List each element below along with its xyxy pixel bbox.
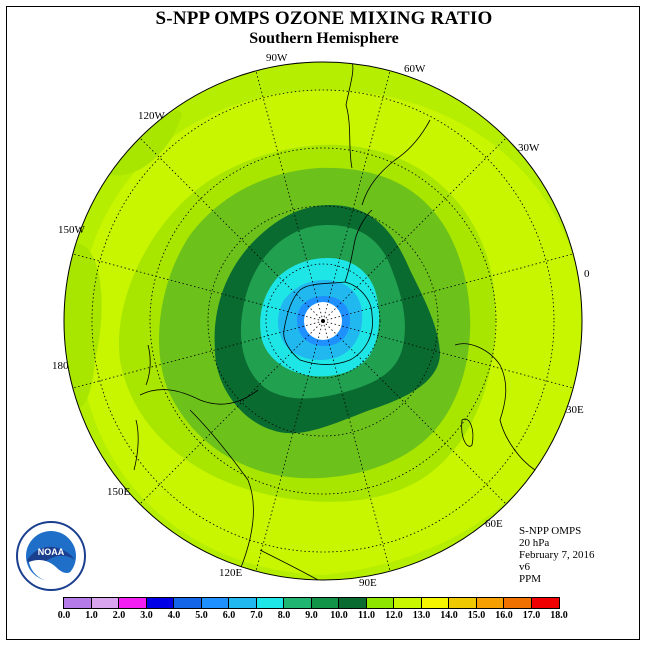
australia-coast (139, 389, 259, 571)
info-date: February 7, 2016 (519, 549, 595, 561)
indonesia-coast (259, 549, 319, 580)
colorbar-tick-label: 6.0 (222, 610, 236, 621)
colorbar-swatch (284, 598, 312, 608)
colorbar-tick-label: 5.0 (195, 610, 208, 621)
antarctic-peninsula (344, 209, 373, 283)
madagascar (461, 418, 474, 447)
figure-frame (6, 6, 640, 640)
figure-subtitle: Southern Hemisphere (249, 30, 399, 47)
colorbar-swatch (531, 598, 559, 608)
info-level: 20 hPa (519, 537, 550, 549)
colorbar-swatch (394, 598, 422, 608)
meridian-line (322, 70, 391, 322)
colorbar-tick-label: 9.0 (305, 610, 318, 621)
lon-label-60e: 60E (485, 518, 503, 530)
colorbar-swatch (91, 598, 119, 608)
lon-label-120w: 120W (138, 110, 165, 122)
colorbar-tick-label: 12.0 (385, 610, 403, 621)
colorbar-swatch (201, 598, 229, 608)
colorbar-swatch (504, 598, 532, 608)
colorbar-tick-label: 2.0 (112, 610, 126, 621)
colorbar-tick-label: 3.0 (140, 610, 153, 621)
meridian-line (72, 253, 324, 322)
meridian-line (139, 320, 324, 505)
info-instrument: S-NPP OMPS (519, 525, 582, 537)
lon-label-150w: 150W (58, 224, 85, 236)
colorbar-swatch (146, 598, 174, 608)
lon-label-30e: 30E (566, 404, 584, 416)
colorbar-tick-label: 11.0 (358, 610, 375, 621)
info-block: S-NPP OMPS 20 hPa February 7, 2016 v6 PP… (519, 525, 594, 585)
noaa-logo-text: NOAA (38, 547, 65, 557)
colorbar-swatch (64, 598, 92, 608)
meridian-line (255, 70, 324, 322)
colorbar-tick-label: 17.0 (522, 610, 541, 621)
contour-band-12b (64, 243, 102, 408)
colorbar-swatch (421, 598, 449, 608)
lon-label-90w: 90W (266, 52, 288, 64)
figure-title: S-NPP OMPS OZONE MIXING RATIO (155, 8, 493, 29)
colorbar-tick-label: 16.0 (495, 610, 513, 621)
meridian-line (322, 320, 391, 572)
colorbar-tick-label: 13.0 (412, 610, 431, 621)
new-zealand (133, 344, 151, 471)
colorbar-tick-label: 10.0 (330, 610, 348, 621)
meridian-line (322, 253, 574, 322)
colorbar-swatch (119, 598, 147, 608)
colorbar-tick-label: 7.0 (250, 610, 263, 621)
colorbar-tick-label: 14.0 (440, 610, 458, 621)
colorbar (63, 597, 560, 609)
colorbar-tick-label: 15.0 (467, 610, 486, 621)
lon-label-150e: 150E (107, 486, 131, 498)
colorbar-swatch (339, 598, 367, 608)
colorbar-tick-label: 1.0 (85, 610, 98, 621)
meridian-line (322, 320, 507, 505)
meridian-line (72, 320, 324, 389)
colorbar-tick-label: 18.0 (550, 610, 568, 621)
meridian-line (322, 320, 574, 389)
lon-label-180: 180 (52, 360, 69, 372)
noaa-logo: NOAA (16, 521, 86, 591)
colorbar-tick-label: 8.0 (277, 610, 291, 621)
colorbar-swatch (476, 598, 504, 608)
meridian-line (322, 137, 507, 322)
contour-band-12c (110, 110, 182, 176)
colorbar-tick-label: 4.0 (167, 610, 181, 621)
colorbar-swatch (256, 598, 284, 608)
colorbar-swatch (366, 598, 394, 608)
info-version: v6 (519, 561, 530, 573)
meridian-line (139, 137, 324, 322)
colorbar-swatch (229, 598, 257, 608)
colorbar-tick-label: 0.0 (57, 610, 71, 621)
colorbar-swatch (449, 598, 477, 608)
colorbar-swatch (311, 598, 339, 608)
info-units: PPM (519, 573, 542, 585)
lon-label-120e: 120E (219, 567, 243, 579)
colorbar-swatch (174, 598, 202, 608)
lon-label-90e: 90E (359, 577, 377, 589)
south-america-coast (345, 62, 431, 206)
lon-label-0: 0 (584, 268, 590, 280)
lon-label-30w: 30W (518, 142, 540, 154)
lon-label-60w: 60W (404, 63, 426, 75)
meridian-line (255, 320, 324, 572)
